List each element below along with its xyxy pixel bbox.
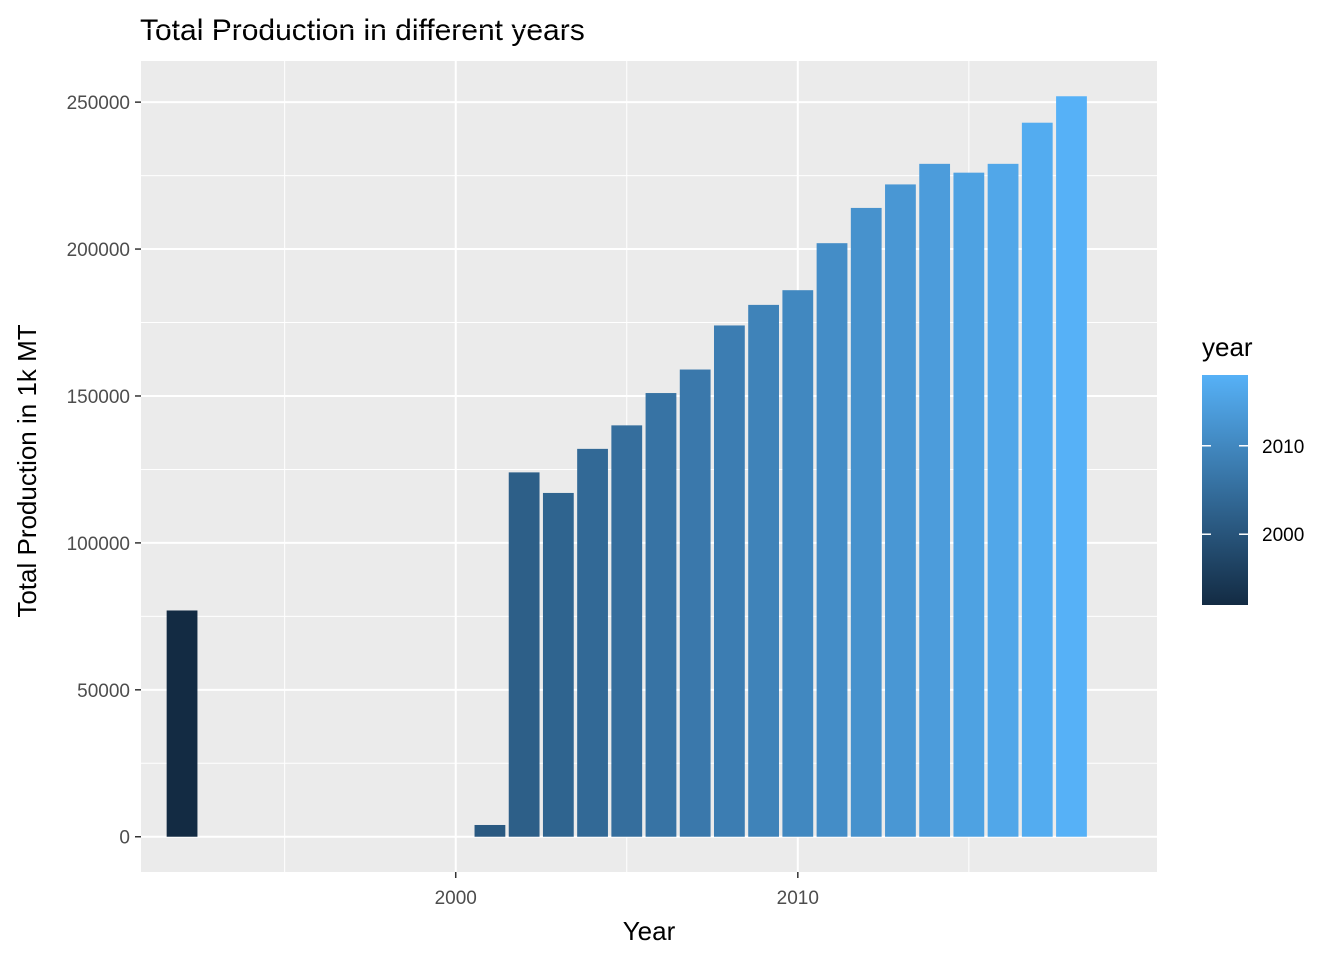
legend-label: 2010 xyxy=(1262,437,1304,458)
bar xyxy=(850,207,882,837)
chart-title: Total Production in different years xyxy=(140,14,585,47)
legend-title: year xyxy=(1202,332,1253,362)
legend-colorbar xyxy=(1202,375,1248,605)
legend-ticks: 2000 2010 xyxy=(1202,437,1304,546)
y-tick-label: 150000 xyxy=(67,387,130,408)
bar xyxy=(166,610,198,837)
bar xyxy=(953,172,985,837)
bar xyxy=(508,472,540,837)
bar xyxy=(1056,96,1087,837)
bar xyxy=(713,325,745,837)
bar xyxy=(679,369,711,837)
legend-label: 2000 xyxy=(1262,525,1304,546)
bar xyxy=(748,304,779,837)
bar xyxy=(645,393,677,837)
bar xyxy=(885,184,916,837)
y-axis-title: Total Production in 1k MT xyxy=(12,324,42,617)
bar xyxy=(542,492,574,837)
y-tick-label: 200000 xyxy=(67,240,130,261)
y-tick-label: 250000 xyxy=(67,93,130,114)
bar xyxy=(611,425,643,837)
x-axis-ticks: 2000 2010 xyxy=(435,872,819,909)
x-axis-title: Year xyxy=(623,916,676,946)
color-legend: year 2000 2010 xyxy=(1202,332,1304,605)
bar xyxy=(474,824,506,837)
x-tick-label: 2010 xyxy=(777,888,819,909)
y-tick-label: 100000 xyxy=(67,534,130,555)
bar xyxy=(577,448,608,837)
bar xyxy=(919,163,951,837)
bar xyxy=(782,290,814,837)
y-tick-label: 50000 xyxy=(77,681,130,702)
bar xyxy=(987,163,1019,837)
bar xyxy=(1021,122,1053,837)
y-tick-label: 0 xyxy=(119,828,130,849)
y-axis-ticks: 0 50000 100000 150000 200000 250000 xyxy=(67,93,141,849)
bar xyxy=(816,243,848,837)
x-tick-label: 2000 xyxy=(435,888,477,909)
bars xyxy=(166,96,1087,837)
